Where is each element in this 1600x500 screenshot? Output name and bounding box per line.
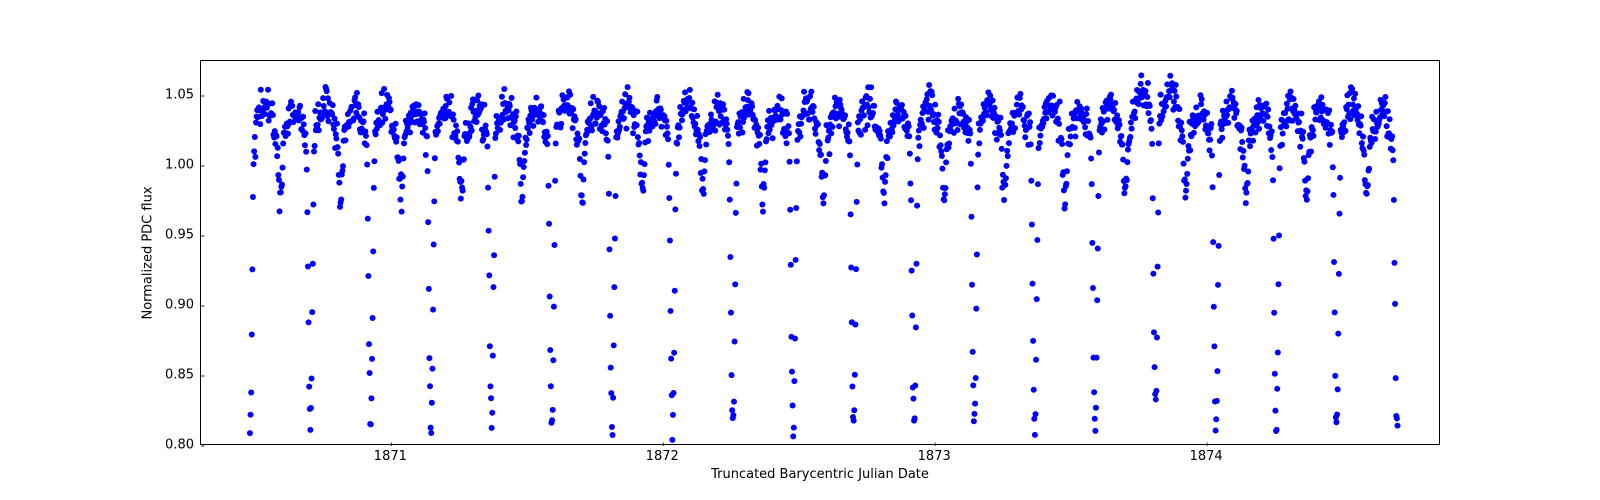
scatter-plot bbox=[201, 61, 1441, 446]
y-tick-label: 0.90 bbox=[165, 298, 194, 313]
y-tick-label: 0.80 bbox=[165, 438, 194, 453]
x-tick-label: 1872 bbox=[646, 449, 679, 464]
y-tick-label: 1.05 bbox=[165, 88, 194, 103]
tick-marks bbox=[201, 96, 1207, 446]
y-tick-label: 0.85 bbox=[165, 368, 194, 383]
x-axis-label: Truncated Barycentric Julian Date bbox=[711, 467, 929, 482]
x-tick-label: 1871 bbox=[374, 449, 407, 464]
x-tick-label: 1874 bbox=[1190, 449, 1223, 464]
y-tick-label: 0.95 bbox=[165, 228, 194, 243]
y-tick-label: 1.00 bbox=[165, 158, 194, 173]
figure: Truncated Barycentric Julian Date Normal… bbox=[0, 0, 1600, 500]
axes-frame bbox=[200, 60, 1440, 445]
x-tick-label: 1873 bbox=[918, 449, 951, 464]
y-axis-label: Normalized PDC flux bbox=[141, 186, 156, 319]
scatter-series bbox=[247, 72, 1401, 443]
